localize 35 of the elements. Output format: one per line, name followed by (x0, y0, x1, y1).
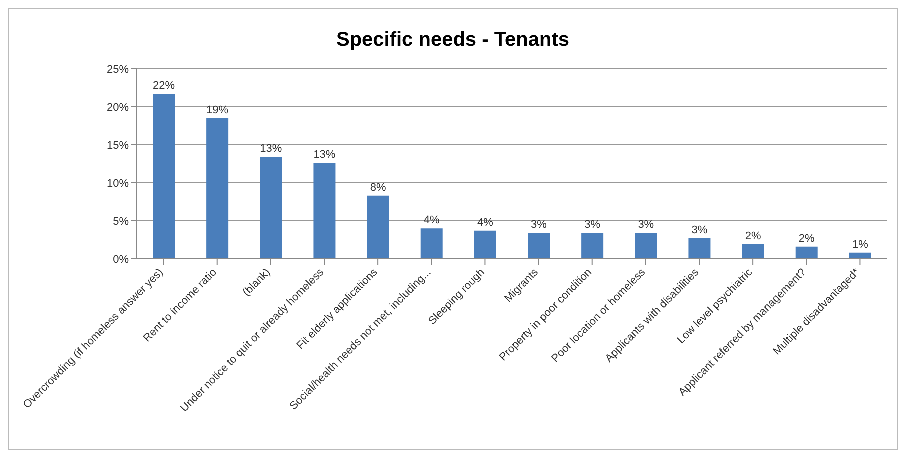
chart-title: Specific needs - Tenants (335, 28, 571, 53)
bar (742, 244, 764, 259)
bar (635, 233, 658, 259)
data-label: 19% (206, 104, 229, 116)
bar (260, 157, 282, 259)
bar (367, 196, 390, 259)
data-label: 2% (798, 232, 816, 245)
y-tick-label: 5% (113, 216, 130, 228)
data-label: 3% (584, 219, 601, 232)
data-label: 3% (692, 224, 708, 236)
bar (314, 163, 336, 259)
data-label: 3% (531, 219, 548, 232)
data-label: 13% (314, 149, 336, 162)
data-label: 8% (370, 182, 386, 194)
bar (528, 233, 550, 259)
data-label: 13% (260, 143, 282, 156)
y-tick-label: 20% (106, 102, 130, 114)
bar (688, 238, 711, 259)
data-label: 3% (638, 219, 654, 232)
data-label: 22% (152, 80, 176, 92)
bar (474, 230, 496, 259)
y-tick-label: 0% (113, 254, 130, 266)
bar (206, 118, 229, 259)
y-tick-label: 15% (106, 140, 130, 152)
data-label: 4% (424, 214, 440, 227)
bar (582, 233, 604, 259)
y-tick-label: 25% (106, 64, 130, 76)
bar (420, 228, 443, 259)
data-label: 4% (477, 216, 494, 229)
data-label: 1% (852, 238, 869, 251)
bar (796, 246, 818, 259)
bar (153, 94, 175, 259)
data-label: 2% (745, 230, 762, 243)
bar (849, 252, 872, 259)
y-tick-label: 10% (106, 178, 130, 190)
